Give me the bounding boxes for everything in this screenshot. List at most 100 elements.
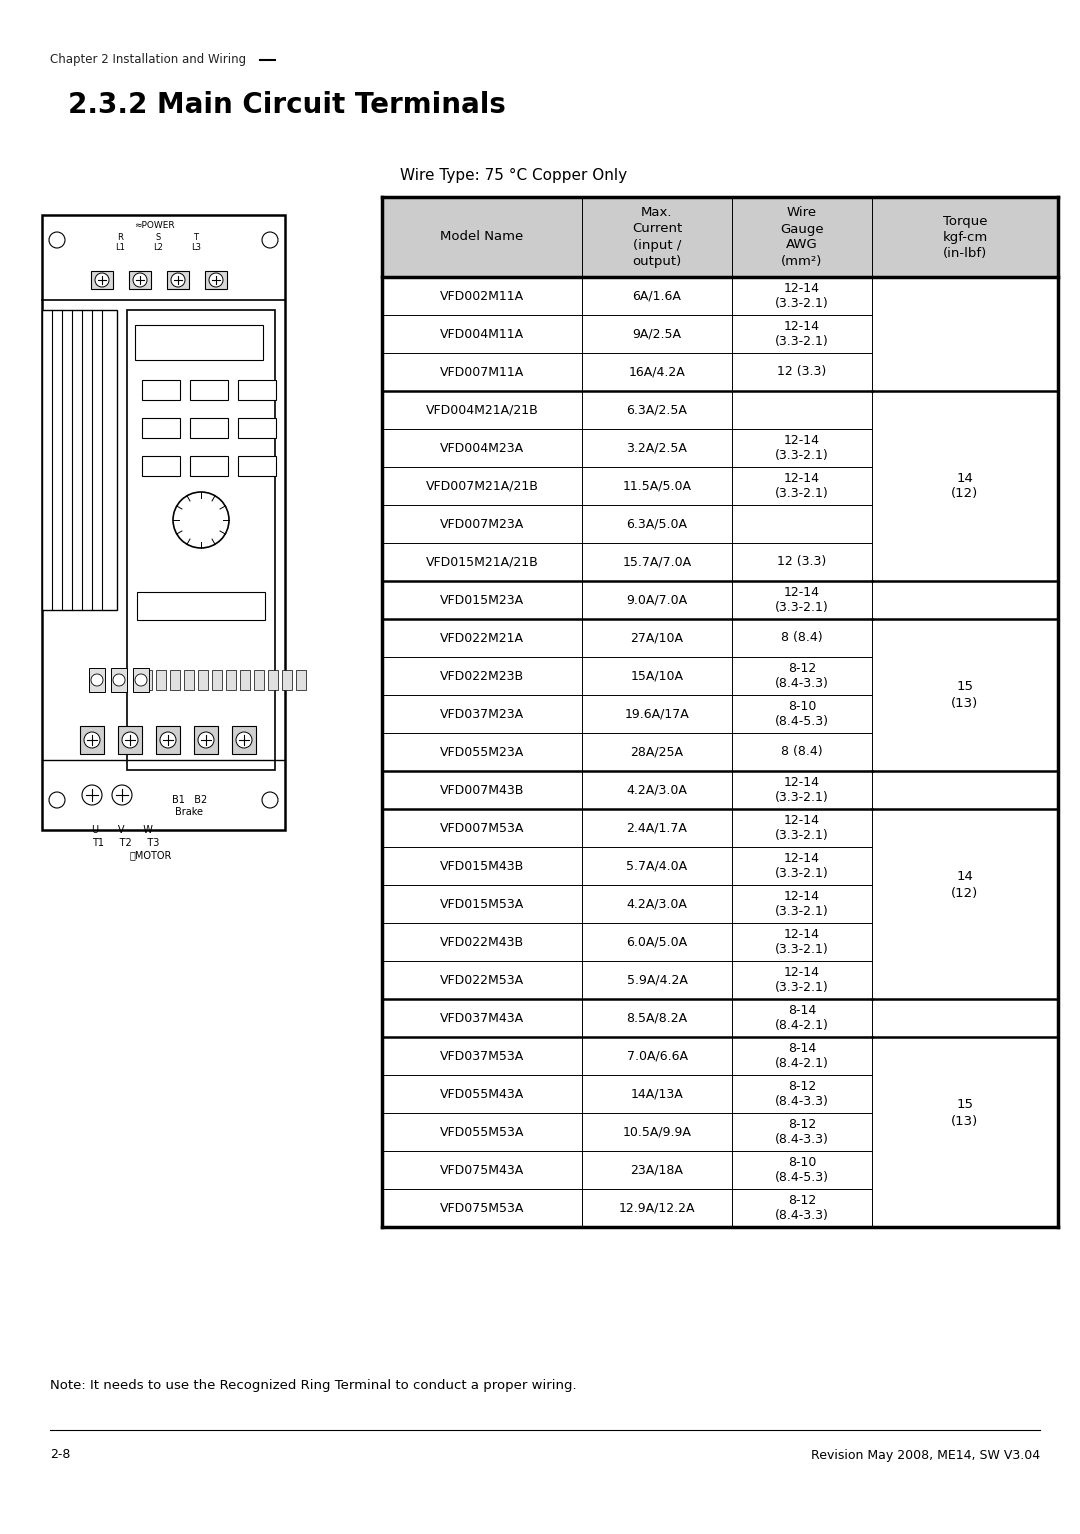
Bar xyxy=(194,726,218,755)
Text: T: T xyxy=(193,233,199,242)
Text: 7.0A/6.6A: 7.0A/6.6A xyxy=(626,1049,688,1063)
Text: 12.9A/12.2A: 12.9A/12.2A xyxy=(619,1201,696,1215)
Circle shape xyxy=(135,673,147,686)
Text: 23A/18A: 23A/18A xyxy=(631,1163,684,1177)
Bar xyxy=(118,726,141,755)
Bar xyxy=(111,667,127,692)
Bar xyxy=(184,670,194,690)
Text: 12-14
(3.3-2.1): 12-14 (3.3-2.1) xyxy=(775,471,828,500)
Text: 12-14
(3.3-2.1): 12-14 (3.3-2.1) xyxy=(775,928,828,957)
Bar xyxy=(141,670,152,690)
Bar xyxy=(170,670,180,690)
Text: 8-12
(8.4-3.3): 8-12 (8.4-3.3) xyxy=(775,1080,829,1109)
Bar xyxy=(226,670,237,690)
Text: VFD004M21A/21B: VFD004M21A/21B xyxy=(426,403,538,417)
Text: L2: L2 xyxy=(153,244,163,253)
Text: 19.6A/17A: 19.6A/17A xyxy=(624,707,689,721)
Text: L1: L1 xyxy=(116,244,125,253)
Circle shape xyxy=(112,785,132,805)
Text: VFD007M23A: VFD007M23A xyxy=(440,517,524,531)
Text: 9A/2.5A: 9A/2.5A xyxy=(633,327,681,341)
Text: VFD075M53A: VFD075M53A xyxy=(440,1201,524,1215)
Circle shape xyxy=(262,232,278,249)
Text: Wire
Gauge
AWG
(mm²): Wire Gauge AWG (mm²) xyxy=(780,207,824,267)
Text: VFD007M43B: VFD007M43B xyxy=(440,784,524,796)
Bar xyxy=(382,657,1058,695)
Text: 12-14
(3.3-2.1): 12-14 (3.3-2.1) xyxy=(775,282,828,310)
Bar xyxy=(42,215,285,830)
Bar xyxy=(205,272,227,288)
Circle shape xyxy=(210,273,222,287)
Bar xyxy=(382,695,1058,733)
Text: 8-12
(8.4-3.3): 8-12 (8.4-3.3) xyxy=(775,1117,829,1146)
Text: 12-14
(3.3-2.1): 12-14 (3.3-2.1) xyxy=(775,776,828,804)
Bar xyxy=(80,726,104,755)
Bar xyxy=(382,391,1058,430)
Text: Brake: Brake xyxy=(175,807,203,818)
Text: 12-14
(3.3-2.1): 12-14 (3.3-2.1) xyxy=(775,890,828,919)
Text: VFD004M23A: VFD004M23A xyxy=(440,442,524,454)
Text: 9.0A/7.0A: 9.0A/7.0A xyxy=(626,594,688,606)
Bar xyxy=(382,733,1058,772)
Bar xyxy=(296,670,306,690)
Bar xyxy=(382,543,1058,581)
Text: 14
(12): 14 (12) xyxy=(951,471,978,500)
Text: 6.0A/5.0A: 6.0A/5.0A xyxy=(626,936,688,948)
Bar xyxy=(190,380,228,400)
Text: VFD015M43B: VFD015M43B xyxy=(440,859,524,873)
Text: VFD075M43A: VFD075M43A xyxy=(440,1163,524,1177)
Bar xyxy=(382,505,1058,543)
Text: 5.9A/4.2A: 5.9A/4.2A xyxy=(626,974,688,986)
Text: 12 (3.3): 12 (3.3) xyxy=(778,555,826,569)
Text: VFD007M53A: VFD007M53A xyxy=(440,822,524,834)
Bar xyxy=(238,417,276,439)
Bar xyxy=(382,999,1058,1037)
Text: VFD022M23B: VFD022M23B xyxy=(440,669,524,683)
Circle shape xyxy=(49,232,65,249)
Bar xyxy=(382,885,1058,923)
Text: VFD022M43B: VFD022M43B xyxy=(440,936,524,948)
Bar xyxy=(137,592,265,620)
Circle shape xyxy=(91,673,103,686)
Bar xyxy=(89,667,105,692)
Text: Max.
Current
(input /
output): Max. Current (input / output) xyxy=(632,207,683,267)
Bar xyxy=(382,314,1058,353)
Bar xyxy=(268,670,278,690)
Text: 8 (8.4): 8 (8.4) xyxy=(781,746,823,758)
Bar xyxy=(382,430,1058,466)
Bar xyxy=(127,310,275,770)
Text: VFD037M43A: VFD037M43A xyxy=(440,1011,524,1025)
Circle shape xyxy=(49,792,65,808)
Text: VFD015M21A/21B: VFD015M21A/21B xyxy=(426,555,538,569)
Bar xyxy=(133,667,149,692)
Bar xyxy=(382,620,1058,657)
Bar xyxy=(382,353,1058,391)
Text: U      V      W: U V W xyxy=(92,825,153,834)
Text: 8.5A/8.2A: 8.5A/8.2A xyxy=(626,1011,688,1025)
Bar xyxy=(382,1114,1058,1150)
Text: VFD055M23A: VFD055M23A xyxy=(440,746,524,758)
Circle shape xyxy=(237,732,252,749)
Bar xyxy=(212,670,222,690)
Text: 15.7A/7.0A: 15.7A/7.0A xyxy=(622,555,691,569)
Bar xyxy=(382,466,1058,505)
Text: Note: It needs to use the Recognized Ring Terminal to conduct a proper wiring.: Note: It needs to use the Recognized Rin… xyxy=(50,1379,577,1391)
Bar xyxy=(382,278,1058,314)
Bar xyxy=(240,670,249,690)
Text: 11.5A/5.0A: 11.5A/5.0A xyxy=(622,480,691,492)
Circle shape xyxy=(198,732,214,749)
Bar xyxy=(232,726,256,755)
Text: 12-14
(3.3-2.1): 12-14 (3.3-2.1) xyxy=(775,586,828,615)
Text: 4.2A/3.0A: 4.2A/3.0A xyxy=(626,897,688,911)
Text: 8-10
(8.4-5.3): 8-10 (8.4-5.3) xyxy=(775,1155,829,1184)
Bar xyxy=(254,670,264,690)
Text: 3.2A/2.5A: 3.2A/2.5A xyxy=(626,442,688,454)
Bar xyxy=(382,923,1058,960)
Text: 27A/10A: 27A/10A xyxy=(631,632,684,644)
Text: VFD037M53A: VFD037M53A xyxy=(440,1049,524,1063)
Circle shape xyxy=(262,792,278,808)
Text: VFD055M53A: VFD055M53A xyxy=(440,1126,524,1138)
Text: 16A/4.2A: 16A/4.2A xyxy=(629,365,686,379)
Text: 15A/10A: 15A/10A xyxy=(631,669,684,683)
Text: VFD055M43A: VFD055M43A xyxy=(440,1088,524,1100)
